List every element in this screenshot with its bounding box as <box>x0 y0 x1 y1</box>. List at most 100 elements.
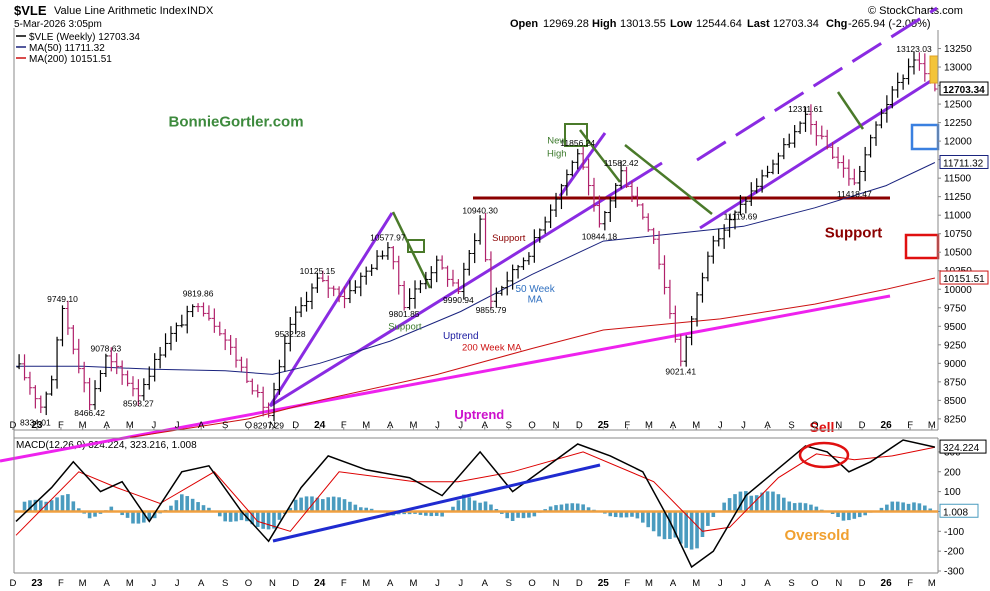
month-label-price: D <box>9 420 16 431</box>
macd-histogram-bar <box>255 511 260 527</box>
sell-signal-circle <box>798 441 850 469</box>
price-bar <box>596 195 602 228</box>
last-value: 12703.34 <box>773 18 819 30</box>
macd-histogram-bar <box>554 505 558 512</box>
price-bar <box>548 204 554 229</box>
price-label: 9990.94 <box>443 295 474 305</box>
month-label-macd: S <box>788 578 794 589</box>
macd-histogram-bar <box>695 511 699 549</box>
price-bar <box>667 279 673 319</box>
month-label-macd: 23 <box>31 578 43 589</box>
macd-histogram-bar <box>49 500 54 512</box>
month-label-macd: D <box>9 578 16 589</box>
price-bar <box>390 246 396 270</box>
macd-histogram-bar <box>169 505 173 512</box>
macd-panel: SellOversold-300-200-100100200300324.224… <box>14 419 987 578</box>
macd-histogram-bar <box>353 504 358 512</box>
price-bar <box>135 379 141 406</box>
month-label-price: J <box>458 420 463 431</box>
month-label-price: J <box>741 420 746 431</box>
price-label: 10940.30 <box>462 206 498 216</box>
macd-histogram-bar <box>923 505 927 512</box>
price-bar <box>472 233 478 264</box>
month-label-macd: 26 <box>881 578 893 589</box>
macd-histogram-bar <box>754 495 759 512</box>
month-label-price: J <box>435 420 440 431</box>
price-bar <box>49 375 55 396</box>
month-label-macd: F <box>58 578 64 589</box>
month-label-price: J <box>718 420 723 431</box>
macd-histogram-bar <box>304 496 309 512</box>
macd-tick-label: -200 <box>944 547 964 558</box>
price-legend: $VLE (Weekly) 12703.34 MA(50) 11711.32 M… <box>16 32 140 65</box>
price-label: 11119.69 <box>724 211 758 221</box>
price-bar <box>803 106 809 132</box>
price-bar <box>634 186 640 207</box>
price-bar <box>168 326 174 351</box>
month-label-price: M <box>79 420 87 431</box>
price-bar <box>705 251 711 282</box>
price-bar <box>271 382 277 422</box>
low-label: Low <box>670 18 692 30</box>
macd-histogram-bar <box>624 511 629 518</box>
price-bar <box>553 192 559 217</box>
price-label: 13123.03 <box>896 44 932 54</box>
price-bar <box>775 152 781 175</box>
price-bar <box>217 321 223 336</box>
month-label-macd: J <box>458 578 463 589</box>
annotation-green-small: Support <box>388 321 422 332</box>
macd-histogram-bar <box>706 511 710 526</box>
price-bar <box>591 177 597 212</box>
price-bar <box>184 305 190 334</box>
price-tick-label: 9000 <box>944 359 967 370</box>
price-bar <box>190 304 196 318</box>
price-tick-label: 13250 <box>944 44 972 55</box>
price-tick-label: 9500 <box>944 322 967 333</box>
trendline-layer <box>0 6 938 463</box>
macd-histogram-bar <box>407 511 412 515</box>
price-label: 8466.42 <box>74 408 105 418</box>
symbol-title: $VLE <box>14 3 47 18</box>
price-tick-label: 12000 <box>944 137 972 148</box>
price-bar <box>342 286 348 309</box>
price-bar <box>748 182 754 206</box>
price-bar <box>569 160 575 177</box>
month-label-macd: M <box>410 578 418 589</box>
macd-histogram-bar <box>337 497 341 512</box>
month-label-price: 25 <box>598 420 610 431</box>
macd-histogram-bar <box>570 503 575 512</box>
month-label-macd: J <box>175 578 180 589</box>
price-bar <box>916 52 922 71</box>
month-label-macd: S <box>222 578 228 589</box>
annotation-uptrend-magenta: Uptrend <box>454 407 504 422</box>
price-bar <box>374 250 380 271</box>
axis-tag-label: 11711.32 <box>943 158 984 169</box>
macd-histogram-bar <box>190 498 195 512</box>
price-bar <box>325 275 331 298</box>
price-bar <box>906 58 912 85</box>
price-bar <box>200 302 206 317</box>
macd-histogram-bar <box>744 491 748 512</box>
price-bar <box>38 395 44 414</box>
price-bar <box>830 142 836 160</box>
price-bar <box>87 377 93 411</box>
price-bar <box>65 300 71 335</box>
month-label-price: F <box>624 420 630 431</box>
macd-histogram-bar <box>912 502 916 512</box>
price-bar <box>884 95 890 123</box>
chart-header: $VLE Value Line Arithmetic Index INDX 5-… <box>14 3 963 30</box>
price-bar <box>672 305 678 343</box>
macd-histogram-bar <box>852 511 857 519</box>
macd-histogram-bar <box>613 511 618 518</box>
macd-histogram-bar <box>917 503 922 512</box>
price-bar <box>873 121 879 146</box>
axis-tag-box <box>939 154 989 169</box>
price-bar <box>911 51 917 75</box>
price-tick-label: 13000 <box>944 63 972 74</box>
macd-histogram-bar <box>228 511 233 522</box>
month-label-price: J <box>175 420 180 431</box>
price-bar <box>851 168 857 186</box>
macd-histogram-bar <box>673 511 678 538</box>
month-label-price: O <box>245 420 252 431</box>
